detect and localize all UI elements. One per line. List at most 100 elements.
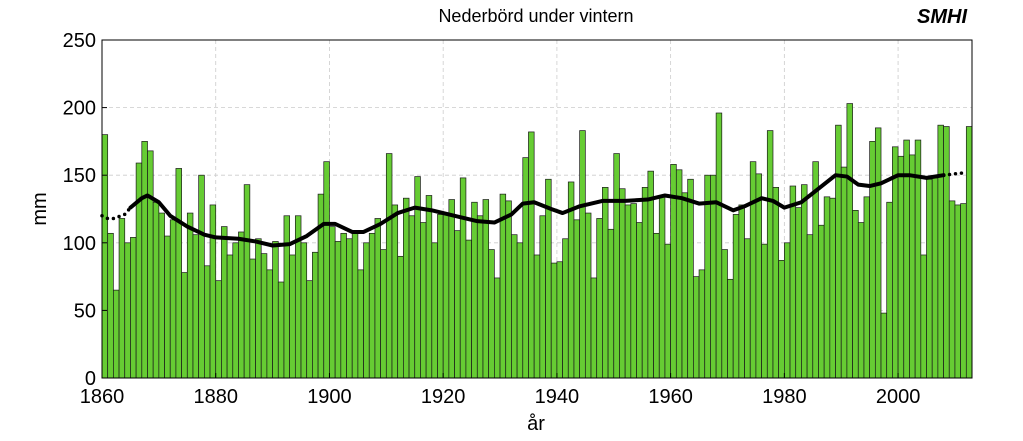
bar <box>636 222 643 379</box>
bar <box>948 200 956 379</box>
bar <box>607 228 615 379</box>
x-tick-label: 1860 <box>80 386 125 408</box>
bar <box>806 234 814 379</box>
smoothed-line <box>941 170 969 177</box>
bar <box>204 265 211 379</box>
bar <box>704 174 711 379</box>
bar <box>823 196 831 379</box>
bar <box>499 193 507 379</box>
y-axis-label: mm <box>29 192 51 225</box>
bar <box>744 238 751 379</box>
bar <box>113 289 120 379</box>
bar <box>181 272 188 379</box>
bar <box>346 238 353 379</box>
bar <box>874 127 882 379</box>
bar <box>965 126 973 379</box>
bar <box>488 249 495 379</box>
lines <box>100 170 969 248</box>
bar <box>312 251 319 379</box>
bar <box>658 196 666 379</box>
bar <box>880 312 888 379</box>
bar <box>857 222 865 379</box>
bar <box>238 231 245 379</box>
bar <box>892 146 899 379</box>
bar <box>687 178 694 379</box>
bar <box>363 242 370 379</box>
bar <box>602 187 609 379</box>
y-tick-label: 100 <box>63 233 96 255</box>
bar <box>653 232 660 379</box>
bar <box>715 112 723 379</box>
bar <box>425 195 433 379</box>
bar <box>698 269 706 379</box>
bar <box>749 161 757 379</box>
bar <box>476 215 484 379</box>
logo: SMHI <box>917 6 967 28</box>
y-tick-label: 0 <box>85 368 96 390</box>
bar <box>397 255 404 379</box>
bar <box>272 241 279 379</box>
x-tick-label: 1960 <box>648 386 693 408</box>
x-tick-label: 1880 <box>193 386 238 408</box>
bar <box>931 177 939 379</box>
bar <box>664 243 671 379</box>
bar <box>118 218 126 379</box>
bar <box>818 224 825 379</box>
y-tick-label: 50 <box>74 300 96 322</box>
bar <box>732 214 740 379</box>
bar <box>727 278 734 379</box>
bar <box>494 277 501 379</box>
bar <box>243 184 251 379</box>
bar <box>590 277 598 379</box>
bar <box>755 173 762 379</box>
bar <box>960 203 967 379</box>
bar <box>675 169 683 379</box>
bar <box>260 253 268 379</box>
bar <box>721 249 728 379</box>
smoothed-line <box>100 205 133 221</box>
bar <box>289 254 296 379</box>
bar <box>368 232 376 379</box>
x-tick-label: 1900 <box>307 386 352 408</box>
bar <box>300 242 308 379</box>
bar <box>863 196 870 379</box>
plot-frame <box>101 39 973 379</box>
x-axis-label: år <box>527 413 545 435</box>
bar <box>420 222 427 379</box>
bar <box>277 281 285 379</box>
bar <box>846 103 853 379</box>
bar <box>351 231 359 379</box>
bar <box>431 242 438 379</box>
bar <box>926 178 933 379</box>
bar <box>539 215 546 379</box>
bar <box>391 204 399 379</box>
bar <box>164 235 171 379</box>
x-tick-label: 1980 <box>762 386 807 408</box>
bar <box>954 204 961 379</box>
bar <box>249 258 256 379</box>
bar <box>334 241 342 379</box>
bar <box>124 242 131 379</box>
bar <box>323 161 330 379</box>
bar <box>408 215 416 379</box>
bar <box>306 280 313 379</box>
x-tick-label: 2000 <box>876 386 921 408</box>
bar <box>693 276 700 379</box>
bar <box>158 212 165 379</box>
bar <box>897 155 905 379</box>
bar <box>226 254 234 379</box>
bar <box>920 254 927 379</box>
bar <box>215 280 222 379</box>
bar <box>522 157 529 379</box>
bar <box>784 242 791 379</box>
bar <box>357 269 364 379</box>
bar <box>130 237 137 379</box>
bar <box>613 153 620 379</box>
bar <box>619 188 626 379</box>
bars <box>101 103 973 379</box>
bar <box>101 134 109 379</box>
bar <box>442 214 450 379</box>
bar <box>141 141 148 379</box>
bar <box>152 201 160 379</box>
